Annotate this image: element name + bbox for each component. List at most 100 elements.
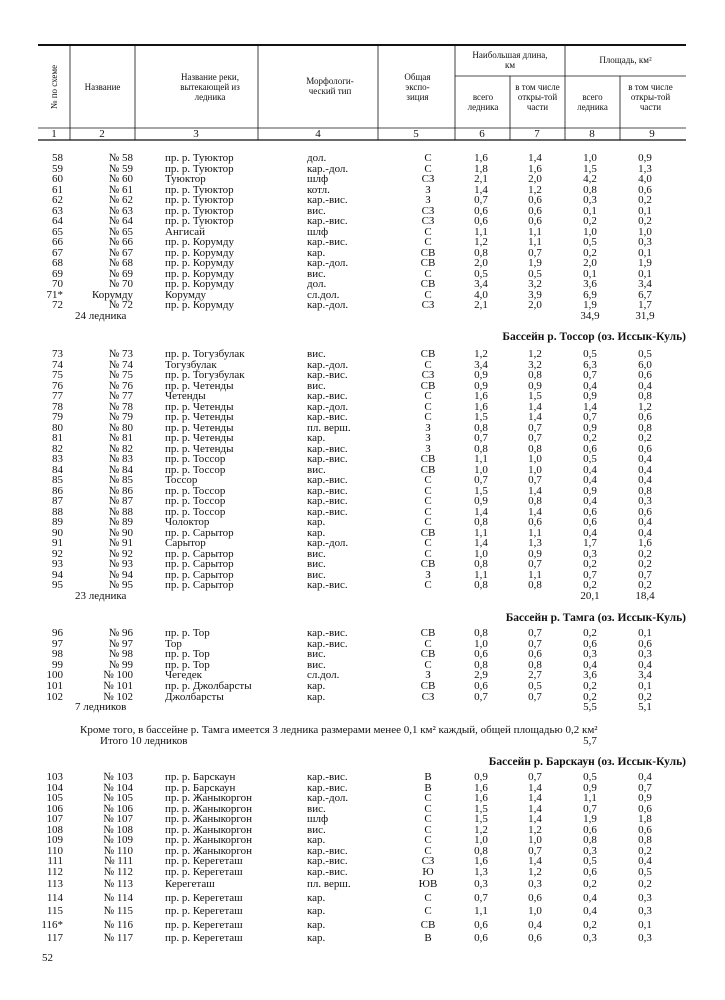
table-cell: № 67 — [108, 246, 133, 259]
table-cell: 0,2 — [638, 878, 652, 890]
table-cell: кар. — [307, 932, 326, 945]
table-cell: 1,0 — [528, 463, 542, 476]
table-cell: 0,6 — [583, 865, 597, 878]
table-cell: 1,2 — [528, 183, 542, 196]
table-cell: кар.-вис. — [307, 236, 348, 248]
table-cell: № 75 — [108, 369, 133, 381]
table-cell: 1,5 — [474, 411, 488, 423]
table-cell: пр. р. Тор — [165, 648, 210, 661]
table-cell: 0,7 — [638, 781, 652, 794]
table-cell: С — [424, 905, 432, 918]
table-cell: кар.-дол. — [307, 792, 349, 804]
table-cell: 0,9 — [583, 421, 597, 434]
table-cell: № 107 — [103, 813, 133, 825]
section-heading: Бассейн р. Тоссор (оз. Иссык-Куль) — [502, 331, 686, 343]
table-cell: 0,6 — [583, 637, 597, 650]
table-cell: № 101 — [103, 680, 133, 692]
table-cell: З — [425, 442, 431, 455]
table-cell: № 110 — [103, 844, 133, 857]
table-cell: пр. р. Корумду — [165, 236, 234, 248]
table-cell: 93 — [52, 558, 63, 570]
table-cell: 1,0 — [474, 547, 488, 560]
table-cell: 103 — [46, 771, 64, 783]
table-cell: кар.-дол. — [307, 537, 349, 549]
table-cell: вис. — [307, 348, 326, 360]
table-cell: 1,6 — [638, 537, 652, 549]
table-cell: 1,6 — [474, 781, 488, 794]
table-cell: СЗ — [421, 855, 435, 867]
table-cell: 86 — [52, 484, 63, 497]
table-cell: № 97 — [108, 637, 133, 650]
col-header-text: № по схеме — [49, 64, 59, 110]
table-cell: 1,0 — [638, 225, 652, 238]
table-cell: Четенды — [165, 390, 206, 402]
table-cell: СВ — [420, 680, 436, 692]
table-cell: 0,5 — [583, 348, 597, 360]
table-cell: 0,9 — [474, 495, 488, 507]
table-cell: кар.-вис. — [307, 453, 348, 465]
table-cell: 0,7 — [583, 802, 597, 815]
table-cell: 0,9 — [638, 152, 652, 164]
table-cell: 1,0 — [474, 834, 488, 846]
table-cell: пр. р. Жаныкоргон — [165, 813, 253, 825]
table-cell: 0,7 — [528, 844, 542, 857]
table-cell: 0,7 — [474, 474, 488, 486]
col-header: Название — [84, 82, 121, 92]
table-cell: 6,0 — [638, 358, 652, 371]
table-cell: 6,7 — [638, 288, 652, 301]
table-cell: 0,5 — [528, 267, 542, 280]
table-cell: 1,1 — [528, 236, 542, 248]
table-cell: кар.-вис. — [307, 505, 348, 518]
table-cell: пл. верш. — [307, 878, 351, 890]
total-value: 34,9 — [580, 310, 600, 322]
table-cell: СВ — [420, 463, 436, 476]
table-cell: № 113 — [103, 878, 133, 890]
table-cell: пр. р. Четенды — [165, 400, 234, 413]
table-cell: 0,4 — [638, 658, 652, 671]
table-cell: 110 — [46, 844, 63, 857]
table-cell: 0,2 — [638, 547, 652, 560]
table-cell: СЗ — [421, 369, 435, 381]
table-cell: 0,4 — [583, 905, 597, 918]
table-cell: шлф — [307, 173, 329, 185]
table-cell: пр. р. Тогузбулак — [165, 348, 245, 360]
table-cell: 89 — [52, 516, 63, 528]
table-cell: 1,2 — [528, 865, 542, 878]
table-cell: 1,2 — [528, 348, 542, 360]
table-cell: кар. — [307, 526, 326, 539]
table-cell: 80 — [52, 421, 63, 434]
table-cell: 64 — [52, 215, 63, 227]
table-cell: 1,1 — [583, 792, 597, 804]
table-cell: № 58 — [108, 152, 133, 164]
col-header: в том числе откры-той части — [515, 82, 560, 112]
table-cell: 3,4 — [638, 669, 652, 682]
table-cell: З — [425, 421, 431, 434]
table-cell: № 89 — [108, 516, 133, 528]
table-cell: 87 — [52, 495, 63, 507]
table-cell: 0,6 — [528, 215, 542, 227]
table-cell: 0,2 — [638, 844, 652, 857]
table-cell: 1,1 — [528, 568, 542, 581]
table-cell: 0,4 — [583, 526, 597, 539]
table-cell: 1,6 — [474, 855, 488, 867]
table-cell: 0,7 — [528, 558, 542, 570]
table-cell: 0,6 — [474, 215, 488, 227]
col-number: 8 — [589, 128, 595, 140]
table-cell: 0,2 — [583, 432, 597, 444]
table-cell: 1,8 — [638, 813, 652, 825]
table-cell: Корумду — [91, 288, 133, 301]
table-cell: 1,5 — [474, 813, 488, 825]
table-cell: 0,2 — [583, 558, 597, 570]
table-cell: 3,6 — [583, 669, 597, 682]
table-cell: кар.-вис. — [307, 781, 348, 794]
table-cell: № 111 — [104, 855, 133, 867]
table-cell: 0,3 — [583, 194, 597, 206]
table-cell: № 105 — [103, 792, 133, 804]
table-cell: 107 — [46, 813, 64, 825]
table-cell: 0,7 — [528, 432, 542, 444]
table-cell: 1,0 — [583, 225, 597, 238]
note: Кроме того, в бассейне р. Тамга имеется … — [80, 724, 598, 736]
table-cell: пр. р. Туюктор — [165, 162, 234, 175]
table-cell: СЗ — [421, 173, 435, 185]
table-cell: 1,3 — [638, 162, 652, 175]
